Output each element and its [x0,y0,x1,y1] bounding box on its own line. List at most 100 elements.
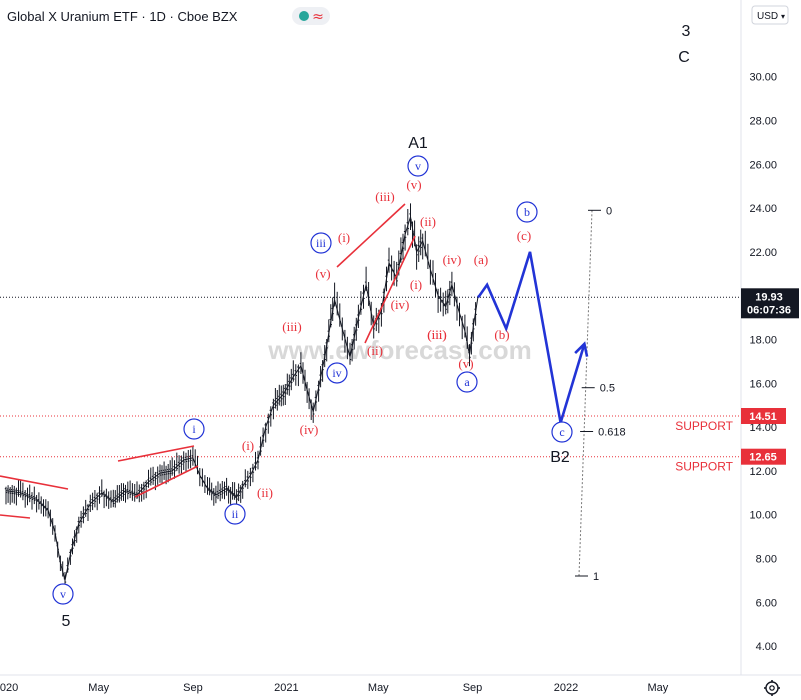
y-tick-label: 26.00 [749,159,777,171]
time-axis[interactable] [0,676,741,700]
fib-level-label: 0.618 [598,427,626,439]
wave-label-circled: v [60,587,66,601]
wave-indicator-icon: ≈ [312,9,324,25]
wave-label-circled: i [192,422,196,436]
last-price-value: 19.93 [755,291,783,303]
wave-label-circled: ii [232,507,239,521]
currency-button[interactable]: USD ▾ [751,5,789,25]
wave-circle [310,232,332,254]
x-tick-label: May [368,682,389,694]
wave-label-circled: iii [316,236,327,250]
support-price-value: 14.51 [749,411,777,423]
trend-line [0,475,69,490]
wave-label-b2: B2 [550,449,570,466]
wave-circle [456,371,478,393]
symbol-title[interactable]: Global X Uranium ETF · 1D · Cboe BZX [7,9,238,24]
last-price-tag [741,288,799,319]
wave-circle [551,421,573,443]
y-tick-label: 4.00 [756,641,777,653]
wave-label-red: (ii) [257,485,273,500]
wave-label-red: (a) [474,252,488,267]
indicator-badge[interactable] [292,7,330,25]
currency-label: USD [757,11,778,22]
wave-label-red: (i) [410,277,422,292]
wave-label-red: (v) [406,177,421,192]
wave-label-red: (iv) [391,297,410,312]
y-tick-label: 8.00 [756,554,777,566]
fib-level-label: 0.5 [600,383,615,395]
price-series [4,203,479,587]
support-price-tag [741,448,786,465]
projection-arrowhead [574,341,589,357]
y-tick-label: 14.00 [749,422,777,434]
wave-label-c: C [678,49,690,66]
x-tick-label: May [88,682,109,694]
x-tick-label: Sep [463,682,483,694]
y-tick-label: 16.00 [749,378,777,390]
y-tick-label: 22.00 [749,247,777,259]
fib-tool[interactable]: 0 0.5 0.618 1 [575,205,626,583]
chart-header: Global X Uranium ETF · 1D · Cboe BZX ≈ [7,7,330,25]
wave-label-red: (iii) [375,189,395,204]
support-price-tag [741,408,786,424]
wave-label-red: (v) [458,356,473,371]
x-tick-label: 2022 [554,682,578,694]
y-tick-label: 30.00 [749,72,777,84]
wave-label-red: (c) [517,228,531,243]
fib-trend-line [578,210,593,577]
wave-label-red: (iii) [427,327,447,342]
wave-label-red: (ii) [420,214,436,229]
gear-icon[interactable] [764,680,780,696]
x-tick-label: 2020 [0,682,18,694]
wave-circle [326,362,348,384]
price-axis[interactable] [741,0,801,675]
wave-label-red: (ii) [367,343,383,358]
wave-label-red: (iii) [427,327,447,342]
trend-lines [0,203,416,519]
chevron-down-icon: ▾ [781,12,785,21]
wave-circle [516,201,538,223]
y-tick-label: 18.00 [749,335,777,347]
price-line [5,216,479,581]
fib-level-label: 0 [606,205,612,217]
x-tick-label: May [648,682,669,694]
x-axis: 2020 May Sep 2021 May Sep 2022 May [0,682,669,694]
wave-label-circled: c [559,425,564,439]
y-tick-label: 28.00 [749,116,777,128]
trend-line [336,203,406,268]
support-label: SUPPORT [675,419,733,433]
wave-label-red: (iii) [282,319,302,334]
y-tick-label: 12.00 [749,466,777,478]
wave-circle [407,155,429,177]
trend-line [364,235,416,344]
watermark: www.ewforecast.com [267,335,531,365]
trend-line [134,465,199,498]
wave-label-circled: iv [332,366,341,380]
wave-circle [52,583,74,605]
support-label: SUPPORT [675,460,733,474]
wave-label-circled: v [415,159,421,173]
y-tick-label: 10.00 [749,510,777,522]
wave-label-red: (iv) [300,422,319,437]
wave-circle [224,503,246,525]
wave-label-red: (v) [315,266,330,281]
wave-label-red: (b) [494,327,509,342]
wave-circle [183,418,205,440]
trend-line [0,514,31,519]
wave-label-red: (iv) [443,252,462,267]
wave-label-a1: A1 [408,135,428,152]
wave-label-red: (i) [242,438,254,453]
last-price-countdown: 06:07:36 [747,304,791,316]
y-tick-label: 24.00 [749,203,777,215]
x-tick-label: Sep [183,682,203,694]
support-price-value: 12.65 [749,452,777,464]
wave-label-3: 3 [682,23,691,40]
fib-level-label: 1 [593,571,599,583]
wave-label-circled: a [464,375,470,389]
trend-line [117,445,195,462]
wave-labels: 5 A1 B2 3 C (i) (ii) (iii) (iv) (v) (i) … [62,23,691,630]
y-tick-label: 6.00 [756,597,777,609]
